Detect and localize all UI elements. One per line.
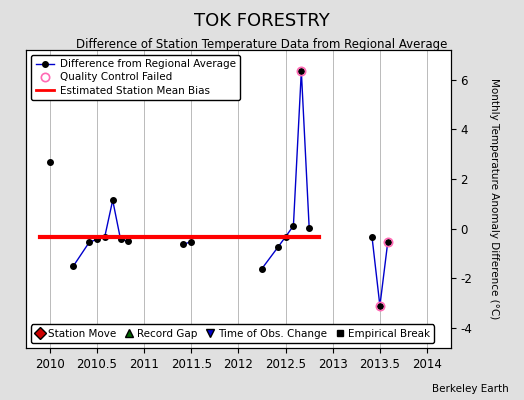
Text: TOK FORESTRY: TOK FORESTRY [194,12,330,30]
Y-axis label: Monthly Temperature Anomaly Difference (°C): Monthly Temperature Anomaly Difference (… [489,78,499,320]
Legend: Station Move, Record Gap, Time of Obs. Change, Empirical Break: Station Move, Record Gap, Time of Obs. C… [31,324,434,343]
Text: Difference of Station Temperature Data from Regional Average: Difference of Station Temperature Data f… [77,38,447,51]
Text: Berkeley Earth: Berkeley Earth [432,384,508,394]
